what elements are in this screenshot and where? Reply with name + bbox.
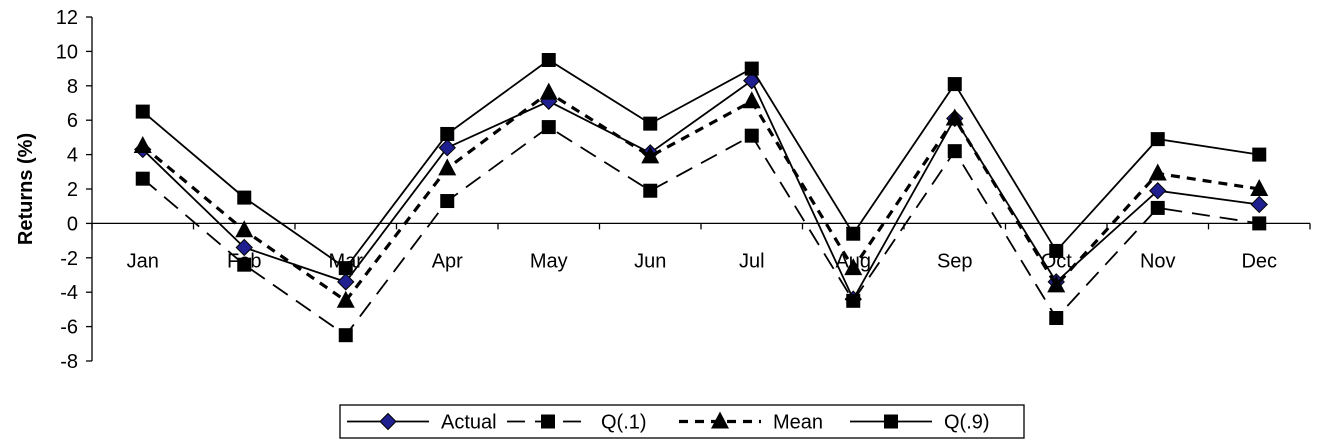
x-tick-label: Jan [127,250,159,272]
legend-swatch-marker [711,411,729,429]
series-line [142,125,1260,337]
series-line [141,90,1260,303]
data-point [440,194,455,209]
data-point [235,220,254,238]
legend-label: Mean [773,412,823,434]
data-point [744,61,759,76]
legend-entry: Q(.9) [850,412,990,434]
data-point [541,120,556,135]
y-tick-label: 6 [67,110,78,132]
data-point [1049,243,1064,258]
series-actual [134,71,1268,308]
y-tick-label: -8 [60,351,78,373]
legend-label: Q(.9) [944,412,990,434]
y-tick-label: -4 [60,282,78,304]
series-line [142,58,1260,270]
series-q-9 [135,53,1267,276]
y-tick-label: 2 [67,179,78,201]
data-point [641,146,660,164]
data-point [338,328,353,343]
legend-entry: Mean [679,411,823,434]
legend-swatch-marker [884,414,898,429]
legend-swatch-marker [379,412,397,431]
x-tick-label: May [530,250,568,272]
x-tick-label: Dec [1241,250,1277,272]
data-point [945,108,964,126]
data-point [846,226,861,241]
data-point [643,183,658,198]
x-tick-label: Jul [739,250,765,272]
data-point [643,116,658,131]
data-point [539,82,558,100]
data-point [1150,132,1165,147]
data-point [1047,275,1066,293]
series-q-1 [135,120,1267,343]
data-point [844,258,863,276]
series-layer [133,53,1269,343]
data-point [133,136,152,153]
x-tick-label: Sep [937,250,973,272]
data-point [1149,182,1167,200]
data-point [744,128,759,143]
legend-label: Actual [441,412,497,434]
data-point [541,53,556,67]
legend-entry: Actual [347,412,497,434]
data-point [135,171,150,186]
data-point [1150,200,1165,215]
data-point [438,158,457,176]
data-point [947,144,962,159]
axes: 121086420-2-4-6-8JanFebMarAprMayJunJulAu… [56,7,1311,373]
data-point [438,139,456,157]
data-point [135,104,150,119]
series-mean [133,82,1269,308]
y-tick-label: 12 [56,7,78,29]
y-tick-label: 8 [67,76,78,98]
data-point [338,261,353,276]
data-point [237,257,252,272]
data-point [1049,311,1064,325]
legend-label: Q(.1) [601,412,647,434]
series-line [142,79,1260,302]
data-point [337,273,355,291]
data-point [1250,195,1268,214]
data-point [1252,216,1267,231]
data-point [1148,163,1167,181]
legend: Actual Q(.1) Mean Q(.9) [339,404,1025,439]
data-point [237,190,252,205]
y-tick-label: -6 [60,317,78,339]
x-tick-label: Nov [1140,250,1176,272]
data-point [846,293,861,308]
x-tick-label: Apr [432,250,463,272]
x-tick-label: Oct [1041,250,1073,272]
data-point [1250,179,1269,196]
y-tick-label: -2 [60,248,78,270]
y-axis-title: Returns (%) [15,133,37,245]
data-point [742,91,761,109]
y-tick-label: 10 [56,41,78,63]
data-point [1252,147,1267,162]
data-point [235,238,253,257]
x-tick-label: Jun [634,250,666,272]
data-point [440,126,455,141]
legend-entry: Q(.1) [507,412,647,434]
data-point [947,77,962,92]
data-point [336,290,355,308]
legend-swatch-marker [541,414,555,429]
y-tick-label: 0 [67,213,78,235]
y-tick-label: 4 [67,145,78,167]
